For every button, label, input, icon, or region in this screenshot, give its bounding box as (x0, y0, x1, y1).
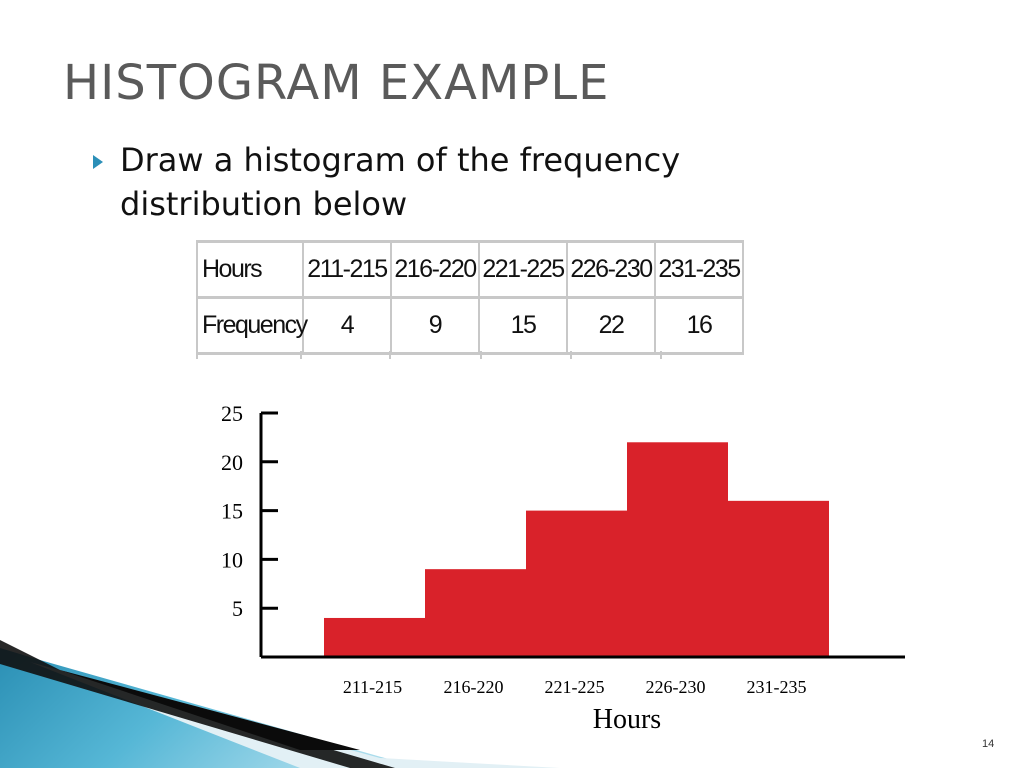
table-cell-hours-5: 231-235 (655, 240, 744, 299)
histogram-chart: 5 10 15 20 25 211-215 216-220 221-225 226-230 231… (221, 401, 905, 735)
x-category-label-2: 216-220 (444, 677, 504, 697)
table-cell-hours-2: 216-220 (391, 240, 480, 299)
row-label-frequency: Frequency (196, 297, 308, 355)
slide-title: HISTOGRAM EXAMPLE (63, 55, 610, 111)
slide-decoration (0, 640, 560, 768)
histogram-bar-2 (425, 569, 526, 657)
x-category-label-4: 226-230 (646, 677, 706, 697)
table-cell-frequency-3: 15 (479, 297, 568, 355)
table-cell-frequency-1: 4 (303, 297, 392, 355)
table-cell-frequency-4: 22 (567, 297, 656, 355)
y-tick-label-15: 15 (221, 499, 243, 524)
histogram-bar-3 (526, 510, 627, 657)
table-cell-hours-3: 221-225 (479, 240, 568, 299)
histogram-bar-4 (627, 442, 728, 657)
table-cell-hours-1: 211-215 (303, 240, 392, 299)
frequency-table: Hours 211-215 216-220 221-225 226-230 23… (196, 240, 744, 359)
table-row-hours: Hours 211-215 216-220 221-225 226-230 23… (196, 240, 744, 299)
row-label-hours: Hours (196, 240, 304, 299)
y-tick-label-25: 25 (221, 401, 243, 426)
bullet-arrow-icon (93, 155, 103, 169)
x-axis-title: Hours (593, 704, 661, 735)
bullet-text: Draw a histogram of the frequency distri… (120, 141, 681, 223)
x-category-label-1: 211-215 (343, 677, 402, 697)
histogram-bar-5 (728, 500, 829, 657)
table-row-frequency: Frequency 4 9 15 22 16 (196, 297, 744, 355)
x-category-label-5: 231-235 (747, 677, 807, 697)
table-cell-frequency-2: 9 (391, 297, 480, 355)
y-tick-label-5: 5 (232, 596, 243, 621)
table-cell-frequency-5: 16 (655, 297, 744, 355)
y-tick-label-20: 20 (221, 450, 243, 475)
x-category-label-3: 221-225 (545, 677, 605, 697)
table-cell-hours-4: 226-230 (567, 240, 656, 299)
table-continuation (196, 351, 744, 361)
y-tick-label-10: 10 (221, 547, 243, 572)
histogram-bar-1 (324, 617, 425, 657)
page-number: 14 (982, 738, 995, 750)
